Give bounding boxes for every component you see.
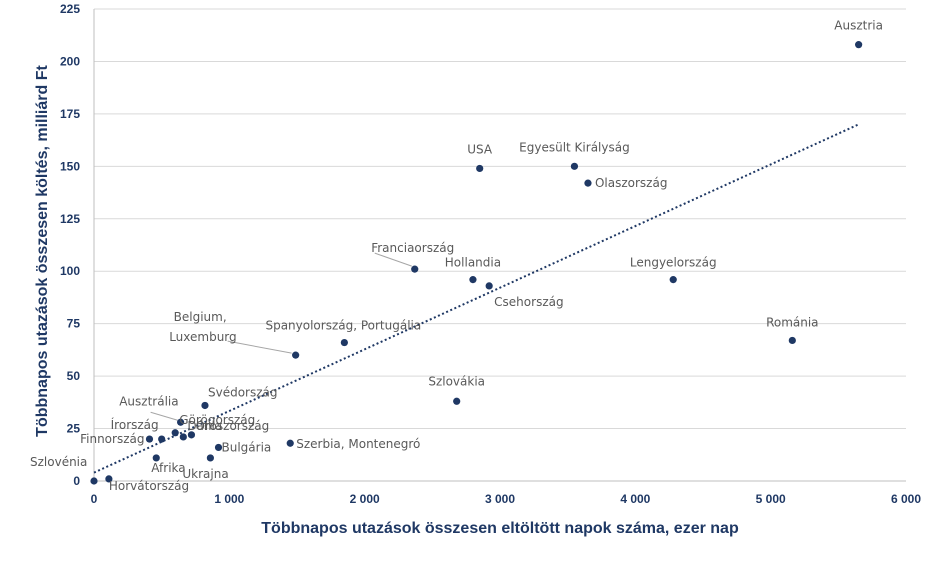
data-point-lengyelorszag: [669, 276, 677, 284]
y-tick-label: 0: [73, 474, 80, 488]
y-tick-label: 25: [67, 422, 81, 436]
point-label-lengyelorszag: Lengyelország: [630, 256, 717, 270]
point-label-hollandia: Hollandia: [445, 256, 501, 270]
data-point-szlovakia: [453, 397, 461, 405]
point-label-belgium-luxemburg: Belgium, Luxemburg: [169, 310, 236, 344]
data-point-ausztria: [855, 41, 863, 49]
y-tick-label: 125: [60, 212, 80, 226]
point-label-szlovakia: Szlovákia: [428, 374, 485, 388]
point-label-afrika: Afrika: [151, 461, 185, 475]
leader-lines: [150, 252, 412, 421]
trendline: [93, 123, 860, 474]
point-label-szerbia-montenegro: Szerbia, Montenegró: [296, 437, 420, 451]
data-point-oroszorszag: [187, 431, 196, 439]
data-point-ukrajna: [206, 454, 214, 462]
x-tick-label: 0: [91, 492, 98, 506]
x-axis-title: Többnapos utazások összesen eltöltött na…: [261, 520, 739, 537]
leader-line-franciaorszag: [374, 252, 412, 267]
data-point-csehorszag: [485, 282, 493, 290]
point-label-olaszorszag: Olaszország: [595, 176, 667, 190]
y-tick-label: 175: [60, 107, 80, 121]
y-tick-label: 75: [67, 317, 81, 331]
point-label-svedorszag: Svédország: [208, 385, 278, 399]
point-label-dania: Dánia: [187, 419, 222, 433]
data-point-dania: [179, 433, 187, 441]
point-labels: Ausztria USA Egyesült Királyság Olaszország…: [30, 19, 883, 493]
data-point-spanyolorszag-portugalia: [340, 338, 348, 347]
point-label-finnorszag: Finnország: [80, 432, 144, 446]
point-label-usa: USA: [467, 142, 493, 156]
gridlines: [93, 8, 906, 482]
point-label-egyesult-kiralysag: Egyesült Királyság: [519, 140, 630, 154]
point-label-csehorszag: Csehország: [494, 295, 563, 309]
data-point-hollandia: [469, 276, 477, 284]
point-label-romania: Románia: [766, 315, 818, 329]
data-point-romania: [788, 336, 796, 345]
data-point-bulgaria: [214, 443, 223, 452]
data-point-szlovenia: [90, 477, 98, 485]
x-tick-label: 6 000: [891, 492, 921, 506]
point-label-horvatorszag: Horvátország: [109, 479, 189, 493]
data-point-olaszorszag: [584, 179, 592, 187]
leader-line-ausztralia: [150, 411, 178, 421]
data-point-horvatorszag: [105, 475, 113, 483]
point-label-ukrajna: Ukrajna: [182, 467, 228, 481]
data-point-svedorszag: [201, 401, 209, 410]
data-point-finnorszag: [145, 435, 154, 443]
point-label-bulgaria: Bulgária: [222, 440, 272, 454]
point-label-ausztria: Ausztria: [834, 19, 883, 33]
data-point-ausztralia: [177, 418, 185, 426]
point-label-spanyolorszag-portugalia: Spanyolország, Portugália: [265, 319, 421, 333]
point-label-irorszag: Írország: [111, 417, 159, 432]
leader-line-belgium-luxemburg: [227, 340, 292, 354]
y-axis-title: Többnapos utazások összesen költés, mill…: [34, 65, 51, 437]
x-tick-label: 5 000: [756, 492, 786, 506]
data-point-belgium-luxemburg: [292, 351, 300, 359]
point-label-franciaorszag: Franciaország: [371, 241, 454, 255]
point-label-gorogorszag: Görögország: [179, 413, 255, 427]
y-tick-label: 100: [60, 264, 80, 278]
data-point-szerbia-montenegro: [286, 439, 294, 447]
x-tick-label: 3 000: [485, 492, 515, 506]
data-point-gorogorszag: [171, 429, 179, 437]
data-point-usa: [476, 164, 484, 173]
data-point-afrika: [152, 454, 160, 462]
y-tick-label: 150: [60, 159, 80, 173]
y-tick-label: 200: [60, 54, 80, 68]
point-label-szlovenia: Szlovénia: [30, 455, 87, 469]
data-points: [90, 41, 863, 485]
data-point-irorszag: [158, 435, 166, 443]
data-point-egyesult-kiralysag: [570, 162, 579, 170]
x-tick-label: 1 000: [214, 492, 244, 506]
tick-labels: 0 25 50 75 100 125 150 175 200 225 0 1 000 2 000 3 00…: [60, 2, 921, 506]
x-tick-label: 4 000: [620, 492, 650, 506]
data-point-franciaorszag: [411, 265, 419, 273]
x-tick-label: 2 000: [350, 492, 380, 506]
linear-trendline: [93, 123, 860, 474]
point-label-ausztralia: Ausztrália: [119, 394, 178, 408]
y-tick-label: 225: [60, 2, 80, 16]
point-label-oroszorszag: Oroszország: [195, 419, 269, 433]
y-tick-label: 50: [67, 369, 81, 383]
